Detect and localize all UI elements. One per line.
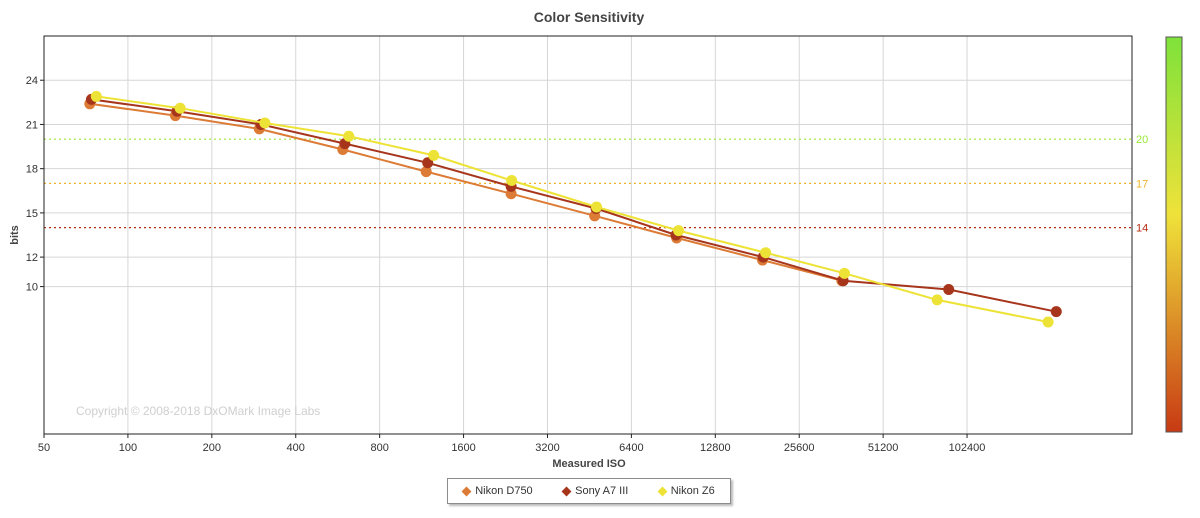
series (84, 90, 1062, 328)
y-tick-label: 10 (26, 282, 38, 294)
data-point (1050, 306, 1062, 318)
legend-item-nikon-d750[interactable]: Nikon D750 (461, 485, 533, 497)
data-point (420, 166, 432, 178)
reference-lines: 20 17 14 (44, 134, 1148, 235)
watermark: Copyright © 2008-2018 DxOMark Image Labs (76, 404, 320, 418)
axes: 50 100 200 400 800 1600 3200 6400 12800 25600 5120… (26, 75, 986, 454)
y-tick-label: 24 (26, 75, 38, 87)
x-tick-label: 400 (287, 442, 305, 454)
legend-label: Sony A7 III (575, 485, 629, 497)
x-tick-label: 50 (38, 442, 50, 454)
x-tick-label: 102400 (949, 442, 986, 454)
x-axis-label: Measured ISO (552, 458, 626, 470)
x-tick-label: 51200 (868, 442, 899, 454)
x-tick-label: 1600 (451, 442, 475, 454)
data-point (506, 174, 518, 186)
grid (43, 36, 1132, 434)
x-tick-label: 3200 (535, 442, 559, 454)
legend-label: Nikon Z6 (670, 485, 715, 497)
legend-item-nikon-z6[interactable]: Nikon Z6 (657, 485, 715, 497)
y-axis-label: bits (9, 225, 21, 245)
series-line (96, 95, 1049, 323)
data-point (943, 284, 955, 296)
reference-line-label: 14 (1136, 223, 1148, 235)
legend-item-sony-a7-iii[interactable]: Sony A7 III (561, 485, 629, 497)
plot-frame (43, 35, 1133, 435)
data-point (1042, 316, 1054, 328)
colorbar (1165, 36, 1183, 433)
data-point (673, 225, 685, 237)
series-sony-a7-iii (85, 93, 1062, 318)
x-tick-label: 25600 (784, 442, 815, 454)
x-tick-label: 12800 (700, 442, 731, 454)
reference-line-label: 20 (1136, 134, 1148, 146)
series-nikon-z6 (90, 90, 1054, 328)
data-point (760, 247, 772, 259)
data-point (259, 117, 271, 129)
y-tick-label: 12 (26, 252, 38, 264)
data-point (838, 267, 850, 279)
chart-title: Color Sensitivity (534, 9, 645, 25)
series-nikon-d750 (84, 98, 848, 287)
data-point (343, 130, 355, 142)
data-point (591, 201, 603, 213)
series-line (89, 102, 843, 282)
legend-marker-icon (561, 486, 572, 496)
data-point (931, 294, 943, 306)
legend-label: Nikon D750 (475, 485, 533, 497)
series-line (91, 98, 1057, 313)
legend: Nikon D750 Sony A7 III Nikon Z6 (447, 478, 731, 504)
x-tick-label: 100 (119, 442, 137, 454)
y-tick-label: 15 (26, 208, 38, 220)
data-point (422, 157, 434, 169)
x-tick-label: 6400 (619, 442, 643, 454)
x-tick-label: 200 (203, 442, 221, 454)
data-point (90, 90, 102, 102)
data-point (428, 149, 440, 161)
x-tick-label: 800 (370, 442, 388, 454)
legend-marker-icon (657, 486, 668, 496)
y-tick-label: 21 (26, 119, 38, 131)
legend-marker-icon (461, 486, 472, 496)
data-point (174, 102, 186, 114)
y-tick-label: 18 (26, 164, 38, 176)
reference-line-label: 17 (1136, 178, 1148, 190)
